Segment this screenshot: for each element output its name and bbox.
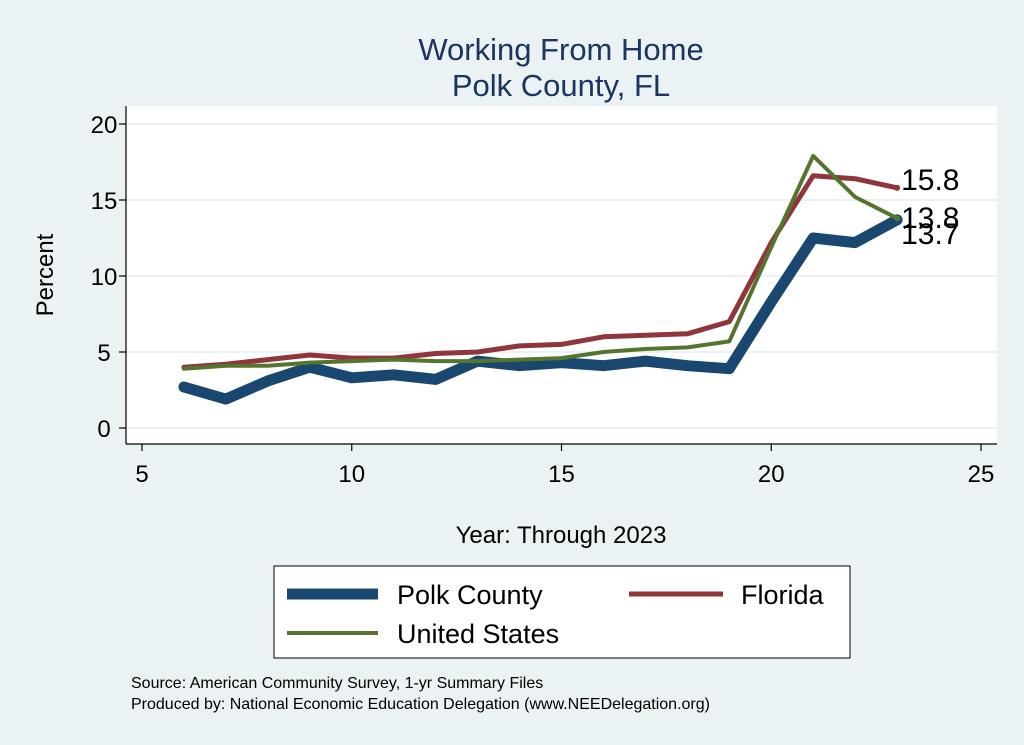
series-line-polk-county xyxy=(178,214,903,405)
end-point-united-states xyxy=(894,215,901,222)
legend-box xyxy=(273,565,851,659)
legend-label-polk-county: Polk County xyxy=(397,580,543,610)
legend-label-united-states: United States xyxy=(397,619,559,649)
y-tick-label: 10 xyxy=(91,264,118,291)
x-tick-label: 20 xyxy=(758,461,785,488)
end-label-florida: 15.8 xyxy=(901,164,959,197)
y-axis-ticks: 0 5 10 15 20 xyxy=(91,112,126,443)
legend-label-florida: Florida xyxy=(741,580,825,610)
chart-title-line-2: Polk County, FL xyxy=(452,68,670,103)
end-label-polk-county: 13.7 xyxy=(901,218,959,251)
x-tick-label: 25 xyxy=(968,461,995,488)
x-tick-label: 15 xyxy=(548,461,575,488)
grid-lines xyxy=(127,123,997,429)
x-tick-label: 5 xyxy=(135,461,148,488)
y-tick-label: 0 xyxy=(97,416,110,443)
chart-title-line-1: Working From Home xyxy=(418,32,703,67)
x-axis-ticks: 5 10 15 20 25 xyxy=(135,444,994,488)
x-tick-label: 10 xyxy=(338,461,365,488)
y-tick-label: 5 xyxy=(97,340,110,367)
y-axis-title: Percent xyxy=(32,233,59,316)
source-note: Source: American Community Survey, 1-yr … xyxy=(131,675,543,692)
end-label-united-states: 13.8 xyxy=(901,202,959,235)
end-point-florida xyxy=(894,184,901,191)
produced-by-note: Produced by: National Economic Education… xyxy=(131,696,710,713)
legend: Polk County Florida United States xyxy=(287,580,825,649)
y-tick-label: 15 xyxy=(91,188,118,215)
end-labels: 13.7 15.8 13.8 xyxy=(894,164,959,251)
y-tick-label: 20 xyxy=(91,112,118,139)
x-axis-title: Year: Through 2023 xyxy=(456,522,667,549)
series-group xyxy=(178,153,903,405)
series-line-united-states xyxy=(181,153,900,371)
